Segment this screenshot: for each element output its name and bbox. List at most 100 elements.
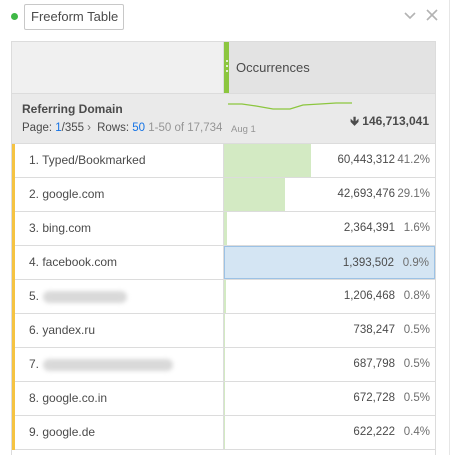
close-icon[interactable] [424,7,440,23]
row-label: 1. Typed/Bookmarked [29,153,146,167]
dimension-cell[interactable]: 6. yandex.ru [15,314,224,347]
panel-divider [449,0,450,455]
rows-per-page[interactable]: 50 [132,122,146,134]
redacted-label [43,291,127,303]
metric-cell[interactable]: 672,728 0.5% [224,382,435,415]
row-label: 3. bing.com [29,221,92,235]
metric-value: 672,728 [353,392,395,404]
dimension-title[interactable]: Referring Domain [22,102,123,116]
page-current[interactable]: 1 [55,122,62,134]
table-row[interactable]: 1. Typed/Bookmarked 60,443,312 41.2% [12,144,435,178]
chevron-right-icon[interactable]: › [87,122,91,134]
dimension-cell[interactable]: 7. [15,348,224,381]
table-rows: 1. Typed/Bookmarked 60,443,312 41.2% 2. goo… [12,144,435,450]
row-accent [12,212,15,246]
dimension-cell[interactable]: 5. [15,280,224,313]
panel-title-input[interactable]: Freeform Table [24,4,124,30]
metric-percent: 0.8% [403,290,430,302]
metric-cell[interactable]: 2,364,391 1.6% [224,212,435,245]
metric-cell[interactable]: 687,798 0.5% [224,348,435,381]
table-row[interactable]: 4. facebook.com 1,393,502 0.9% [12,246,435,280]
metric-value: 60,443,312 [337,154,395,166]
dimension-cell[interactable]: 9. google.de [15,416,224,449]
dimension-summary-row: Referring Domain Page: 1/355 › Rows: 50 1… [12,93,435,144]
row-label: 7. [29,357,40,371]
row-accent [12,314,15,348]
table-row[interactable]: 9. google.de 622,222 0.4% [12,416,435,450]
value-bar [224,178,285,211]
dimension-cell[interactable]: 1. Typed/Bookmarked [15,144,224,177]
drag-handle-icon[interactable] [224,42,229,93]
status-dot [11,13,18,20]
table-row[interactable]: 5. 1,206,468 0.8% [12,280,435,314]
value-bar [224,382,225,415]
table-row[interactable]: 8. google.co.in 672,728 0.5% [12,382,435,416]
column-header-row: Occurrences [12,42,435,93]
metric-percent: 29.1% [397,188,430,200]
row-label: 8. google.co.in [29,391,108,405]
value-bar [224,348,225,381]
freeform-table: Occurrences Referring Domain Page: 1/355… [11,41,436,455]
page-label: Page: [22,122,53,134]
panel-header: Freeform Table [0,0,458,38]
row-label: 4. facebook.com [29,255,118,269]
metric-cell[interactable]: 42,693,476 29.1% [224,178,435,211]
metric-percent: 0.9% [402,257,429,269]
metric-value: 1,206,468 [343,290,395,302]
metric-cell[interactable]: 1,393,502 0.9% [224,246,435,279]
chevron-down-icon[interactable] [402,7,418,23]
table-row[interactable]: 3. bing.com 2,364,391 1.6% [12,212,435,246]
metric-percent: 0.4% [403,426,430,438]
dimension-column-header [12,42,224,93]
metric-value: 42,693,476 [337,188,395,200]
metric-value: 687,798 [353,358,395,370]
value-bar [224,314,225,347]
total-value: 146,713,041 [362,114,429,128]
metric-percent: 41.2% [397,154,430,166]
row-accent [12,348,15,382]
value-bar [224,212,227,245]
column-total: 🡻 146,713,041 [350,112,429,133]
row-accent [12,416,15,450]
row-accent [12,144,15,178]
row-label: 9. google.de [29,425,96,439]
table-row[interactable]: 6. yandex.ru 738,247 0.5% [12,314,435,348]
metric-label: Occurrences [236,60,310,75]
row-label: 5. [29,289,40,303]
metric-value: 1,393,502 [342,257,394,269]
metric-cell[interactable]: 1,206,468 0.8% [224,280,435,313]
metric-cell[interactable]: 60,443,312 41.2% [224,144,435,177]
value-bar [224,416,225,449]
value-bar [224,144,311,177]
metric-percent: 0.5% [403,392,430,404]
table-row[interactable]: 2. google.com 42,693,476 29.1% [12,178,435,212]
value-bar [224,280,226,313]
sparkline-date: Aug 1 [231,124,256,135]
metric-value: 738,247 [353,324,395,336]
dimension-cell[interactable]: 8. google.co.in [15,382,224,415]
dimension-cell[interactable]: 4. facebook.com [15,246,224,279]
table-row[interactable]: 7. 687,798 0.5% [12,348,435,382]
page-total: /355 [61,122,85,134]
row-range: 1-50 of 17,734 [148,122,223,134]
row-label: 6. yandex.ru [29,323,96,337]
metric-percent: 0.5% [403,358,430,370]
row-accent [12,178,15,212]
metric-value: 622,222 [353,426,395,438]
rows-label: Rows: [97,122,130,134]
row-accent [12,382,15,416]
pagination: Page: 1/355 › Rows: 50 1-50 of 17,734 [22,122,222,134]
dimension-cell[interactable]: 2. google.com [15,178,224,211]
metric-percent: 0.5% [403,324,430,336]
metric-percent: 1.6% [403,222,430,234]
dimension-cell[interactable]: 3. bing.com [15,212,224,245]
redacted-label [43,359,173,371]
metric-value: 2,364,391 [343,222,395,234]
sparkline [228,102,352,110]
row-accent [12,280,15,314]
metric-cell[interactable]: 622,222 0.4% [224,416,435,449]
row-accent [12,246,15,280]
arrow-down-icon[interactable]: 🡻 [350,114,359,128]
metric-column-header[interactable]: Occurrences [224,42,435,93]
metric-cell[interactable]: 738,247 0.5% [224,314,435,347]
